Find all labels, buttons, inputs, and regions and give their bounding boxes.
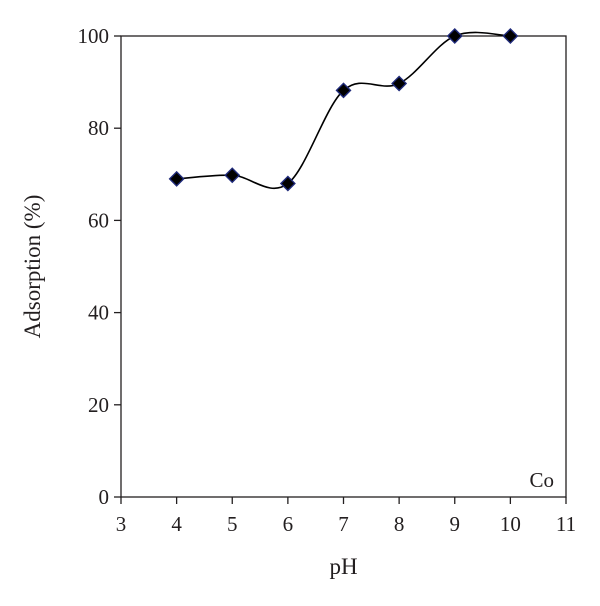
x-tick-label-5: 5 <box>227 512 238 536</box>
axes-layer: 3 4 5 6 7 8 9 10 11 0 20 40 60 80 100 <box>78 24 577 536</box>
data-point-ph-4 <box>168 170 185 187</box>
series-0-curve <box>176 31 511 190</box>
y-tick-label-80: 80 <box>88 116 109 140</box>
x-tick-label-7: 7 <box>338 512 349 536</box>
curve-layer <box>176 31 511 190</box>
data-point-ph-9 <box>446 28 463 44</box>
y-tick-label-40: 40 <box>88 301 109 325</box>
y-tick-label-0: 0 <box>99 485 110 509</box>
x-tick-label-6: 6 <box>283 512 294 536</box>
plot-frame <box>120 35 567 498</box>
x-tick-label-4: 4 <box>171 512 182 536</box>
data-point-ph-7 <box>335 82 352 99</box>
y-axis-title: Adsorption (%) <box>20 195 45 339</box>
y-tick-label-20: 20 <box>88 393 109 417</box>
x-tick-label-11: 11 <box>556 512 576 536</box>
x-tick-label-10: 10 <box>500 512 521 536</box>
data-point-ph-5 <box>224 167 241 184</box>
x-tick-label-8: 8 <box>394 512 405 536</box>
x-tick-label-3: 3 <box>116 512 127 536</box>
data-point-ph-10 <box>502 28 519 44</box>
points-layer <box>168 28 519 192</box>
y-tick-label-100: 100 <box>78 24 110 48</box>
labels-layer: pH Adsorption (%) Co <box>20 195 554 579</box>
x-tick-label-9: 9 <box>450 512 461 536</box>
x-axis-title: pH <box>329 554 357 579</box>
data-point-ph-6 <box>279 175 296 192</box>
metal-annotation: Co <box>529 468 554 492</box>
data-point-ph-8 <box>391 75 408 92</box>
y-tick-label-60: 60 <box>88 208 109 232</box>
